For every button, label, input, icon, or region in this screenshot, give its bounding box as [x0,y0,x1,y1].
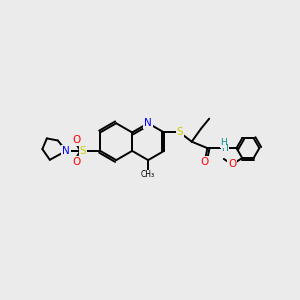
Text: H: H [220,138,227,147]
Text: N: N [144,118,152,128]
Text: N: N [62,146,70,156]
Text: S: S [80,146,86,156]
Text: O: O [72,157,80,167]
Text: S: S [176,128,183,137]
Text: CH₃: CH₃ [141,170,155,179]
Text: O: O [228,160,236,170]
Text: O: O [72,135,80,145]
Text: H: H [221,144,228,153]
Text: O: O [200,157,209,167]
